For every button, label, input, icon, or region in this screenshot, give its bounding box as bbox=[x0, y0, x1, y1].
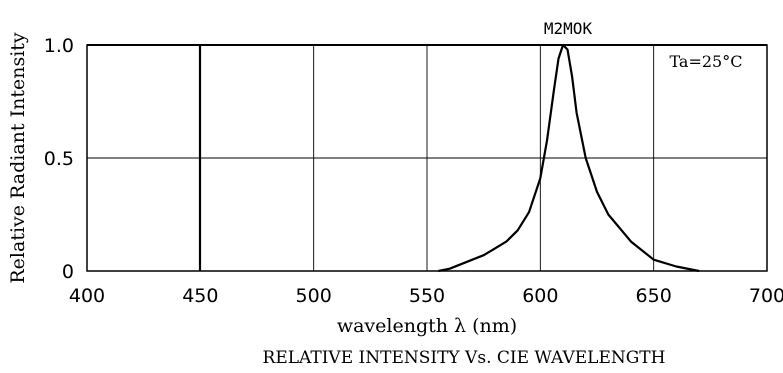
series-annotation: M2MOK bbox=[544, 19, 593, 38]
x-tick-label: 450 bbox=[182, 285, 218, 307]
grid-lines bbox=[87, 45, 767, 271]
series-line-m2mok bbox=[438, 43, 700, 273]
y-tick-label: 0 bbox=[62, 261, 74, 283]
x-tick-label: 700 bbox=[749, 285, 783, 307]
y-tick-label: 0.5 bbox=[44, 148, 74, 170]
x-tick-label: 500 bbox=[296, 285, 332, 307]
chart-caption: RELATIVE INTENSITY Vs. CIE WAVELENGTH bbox=[263, 348, 666, 368]
y-tick-labels: 0 0.5 1.0 bbox=[44, 35, 74, 283]
y-axis-label: Relative Radiant Intensity bbox=[7, 32, 29, 284]
x-axis-label: wavelength λ (nm) bbox=[337, 315, 517, 337]
x-tick-label: 600 bbox=[522, 285, 558, 307]
y-tick-label: 1.0 bbox=[44, 35, 74, 57]
x-tick-label: 400 bbox=[69, 285, 105, 307]
condition-annotation: Ta=25°C bbox=[670, 52, 743, 71]
x-tick-label: 550 bbox=[409, 285, 445, 307]
x-tick-labels: 400 450 500 550 600 650 700 bbox=[69, 285, 783, 307]
x-tick-label: 650 bbox=[636, 285, 672, 307]
